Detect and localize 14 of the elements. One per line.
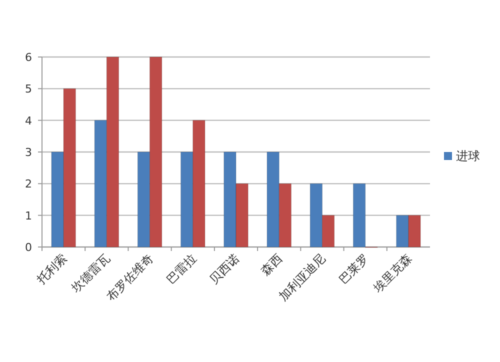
y-tick-label: 5 — [25, 82, 32, 96]
y-tick-label: 0 — [25, 241, 32, 254]
y-tick-label: 6 — [25, 51, 32, 64]
x-tick-label: 贝西诺 — [206, 251, 242, 287]
y-tick-label: 2 — [25, 178, 32, 191]
legend-label: 进球 — [456, 149, 480, 163]
x-tick-label: 托利索 — [34, 251, 70, 288]
x-tick-label: 巴莱罗 — [336, 251, 372, 287]
y-tick-label: 4 — [25, 114, 32, 128]
y-tick-label: 1 — [25, 209, 32, 222]
x-tick-label: 巴雷拉 — [164, 251, 200, 287]
x-tick-label: 森西 — [258, 251, 286, 278]
x-tick-label: 埃里克森 — [370, 251, 415, 296]
y-tick-label: 3 — [25, 146, 32, 159]
